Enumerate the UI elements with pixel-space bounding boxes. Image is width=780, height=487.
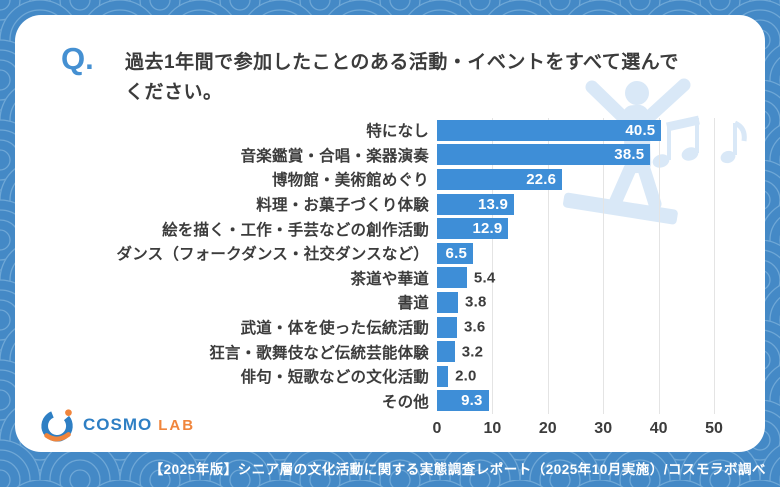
bar-track: 12.9 <box>437 218 714 240</box>
category-label: その他 <box>381 393 429 411</box>
bar: 38.5 <box>437 144 651 166</box>
gridline <box>492 118 494 414</box>
value-label: 9.3 <box>461 392 483 410</box>
question-title: 過去1年間で参加したことのある活動・イベントをすべて選んでください。 <box>125 52 679 103</box>
footer-caption: 【2025年版】シニア層の文化活動に関する実態調査レポート（2025年10月実施… <box>149 462 766 477</box>
value-label: 5.4 <box>473 269 496 287</box>
chart-rows: 特になし 40.5 音楽鑑賞・合唱・楽器演奏 38.5 博物館・美術館めぐり 22.6 料理… <box>15 118 765 413</box>
chart-row: 俳句・短歌などの文化活動 2.0 <box>15 364 765 389</box>
chart-row: 武道・体を使った伝統活動 3.6 <box>15 315 765 340</box>
gridline <box>603 118 605 414</box>
category-label: 料理・お菓子づくり体験 <box>256 197 429 215</box>
x-tick-label: 50 <box>705 420 723 437</box>
chart-row: 絵を描く・工作・手芸などの創作活動 12.9 <box>15 216 765 241</box>
chart-row: 料理・お菓子づくり体験 13.9 <box>15 192 765 217</box>
category-label: 武道・体を使った伝統活動 <box>240 320 429 338</box>
bar-track: 22.6 <box>437 168 714 190</box>
x-axis: 0 10 20 30 40 50 <box>433 420 723 444</box>
bar-track: 9.3 <box>437 390 714 412</box>
bar: 22.6 <box>437 168 563 190</box>
value-label: 2.0 <box>455 367 477 385</box>
bar-track: 40.5 <box>437 119 714 141</box>
music-notes-icon <box>652 115 747 168</box>
chart-row: 茶道や華道 5.4 <box>15 266 765 291</box>
bar <box>437 267 467 289</box>
chart-row: 書道 3.8 <box>15 290 765 315</box>
gridline <box>714 118 715 414</box>
bar: 12.9 <box>437 218 509 240</box>
x-tick-label: 30 <box>594 420 613 437</box>
bar <box>437 291 459 313</box>
bar-track: 2.0 <box>437 365 714 387</box>
value-label: 22.6 <box>526 170 557 188</box>
bar: 40.5 <box>437 119 662 141</box>
bar-track: 3.2 <box>437 341 714 363</box>
cosmo-lab-logo-icon <box>41 409 73 442</box>
value-label: 6.5 <box>445 244 467 262</box>
bar: 9.3 <box>437 390 489 412</box>
bar-chart: 特になし 40.5 音楽鑑賞・合唱・楽器演奏 38.5 博物館・美術館めぐり 22.6 料理… <box>15 118 765 448</box>
value-label: 12.9 <box>472 220 503 238</box>
category-label: 音楽鑑賞・合唱・楽器演奏 <box>240 147 429 165</box>
logo-brand-text: COSMO <box>83 415 153 434</box>
bar <box>437 365 449 387</box>
value-label: 3.8 <box>465 293 487 311</box>
bar: 6.5 <box>437 242 473 264</box>
bar-track: 38.5 <box>437 144 714 166</box>
bar: 13.9 <box>437 193 514 215</box>
bar-track: 13.9 <box>437 193 714 215</box>
bar-track: 5.4 <box>437 267 714 289</box>
bar-track: 3.6 <box>437 316 714 338</box>
question-marker: Q. <box>61 41 94 76</box>
category-label: 狂言・歌舞伎など伝統芸能体験 <box>209 344 429 362</box>
gridline <box>547 118 549 414</box>
logo-suffix-text: LAB <box>158 416 196 434</box>
survey-card: Q. 過去1年間で参加したことのある活動・イベントをすべて選んでください。 特に… <box>15 15 765 452</box>
gridline <box>658 118 660 414</box>
chart-row: 特になし 40.5 <box>15 118 765 143</box>
category-label: 博物館・美術館めぐり <box>271 172 429 190</box>
x-tick-label: 10 <box>483 420 502 437</box>
category-label: 茶道や華道 <box>350 270 429 288</box>
chart-row: 狂言・歌舞伎など伝統芸能体験 3.2 <box>15 339 765 364</box>
value-label: 3.6 <box>463 318 486 336</box>
chart-row: 音楽鑑賞・合唱・楽器演奏 38.5 <box>15 143 765 168</box>
chart-row: 博物館・美術館めぐり 22.6 <box>15 167 765 192</box>
chart-gridlines <box>437 118 715 414</box>
x-tick-label: 0 <box>432 420 442 437</box>
bar-track: 3.8 <box>437 291 714 313</box>
category-label: 絵を描く・工作・手芸などの創作活動 <box>162 221 429 239</box>
category-label: ダンス（フォークダンス・社交ダンスなど） <box>116 246 429 264</box>
category-label: 俳句・短歌などの文化活動 <box>240 369 429 387</box>
chart-row: その他 9.3 <box>15 389 765 414</box>
value-label: 13.9 <box>478 195 508 213</box>
value-label: 40.5 <box>625 121 656 139</box>
value-label: 3.2 <box>461 343 484 361</box>
chart-row: ダンス（フォークダンス・社交ダンスなど） 6.5 <box>15 241 765 266</box>
x-tick-label: 20 <box>538 420 557 437</box>
bar-track: 6.5 <box>437 242 714 264</box>
value-label: 38.5 <box>614 146 645 164</box>
cosmo-lab-logo: COSMO LAB <box>39 406 195 444</box>
category-label: 書道 <box>397 295 429 313</box>
bar <box>437 341 455 363</box>
category-label: 特になし <box>366 123 429 141</box>
bar <box>437 316 457 338</box>
x-tick-label: 40 <box>649 420 668 437</box>
